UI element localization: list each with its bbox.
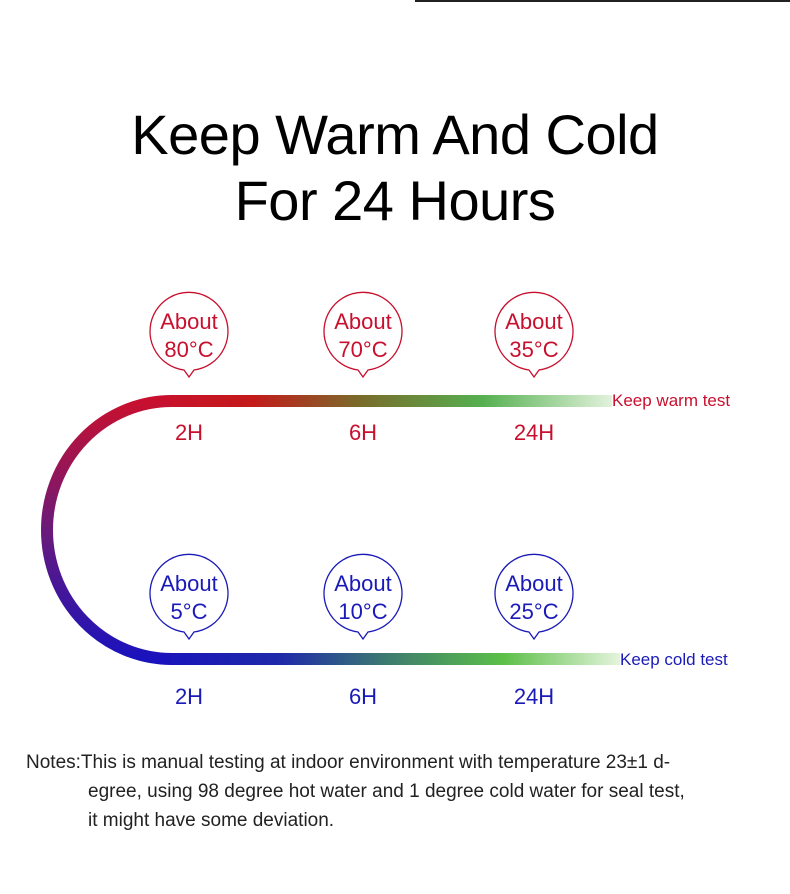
notes: Notes: This is manual testing at indoor … [26,748,766,835]
cold-bubble-outline [149,553,229,641]
warm-bubble-label: About [505,309,563,334]
cold-bubble-3: About 25°C [494,553,574,641]
page-title-line-1: Keep Warm And Cold [131,103,659,166]
warm-bubble-outline [149,291,229,379]
connector-arc [41,395,175,665]
warm-time-label-2: 6H [349,420,377,445]
warm-test-bar [170,395,612,407]
warm-bubble-label: About [160,309,218,334]
warm-bubble-3: About 35°C [494,291,574,379]
cold-bubble-outline [323,553,403,641]
warm-bubble-temperature: 80°C [164,337,213,362]
cold-time-label-2: 6H [349,684,377,709]
warm-bubble-2: About 70°C [323,291,403,379]
notes-label: Notes: [26,752,81,773]
cold-time-label-1: 2H [175,684,203,709]
warm-bubble-temperature: 70°C [338,337,387,362]
warm-time-label-3: 24H [514,420,554,445]
cold-bubble-2: About 10°C [323,553,403,641]
notes-line-3: it might have some deviation. [88,810,335,831]
warm-test-label: Keep warm test [612,391,730,410]
cold-bubble-label: About [505,571,563,596]
cold-bubble-temperature: 10°C [338,599,387,624]
warm-time-label-1: 2H [175,420,203,445]
warm-bubble-label: About [334,309,392,334]
cold-bubble-label: About [334,571,392,596]
warm-bubble-temperature: 35°C [509,337,558,362]
cold-bubble-temperature: 25°C [509,599,558,624]
cold-bubble-outline [494,553,574,641]
top-rule [415,0,790,2]
cold-time-label-3: 24H [514,684,554,709]
cold-bubble-temperature: 5°C [171,599,208,624]
notes-line-2: egree, using 98 degree hot water and 1 d… [88,781,685,802]
cold-bubble-1: About 5°C [149,553,229,641]
notes-line-1: This is manual testing at indoor environ… [80,752,671,773]
cold-test-bar [170,653,620,665]
page-title-line-2: For 24 Hours [234,169,556,232]
cold-test-label: Keep cold test [620,650,728,669]
warm-bubble-outline [323,291,403,379]
warm-bubble-1: About 80°C [149,291,229,379]
cold-bubble-label: About [160,571,218,596]
warm-bubble-outline [494,291,574,379]
